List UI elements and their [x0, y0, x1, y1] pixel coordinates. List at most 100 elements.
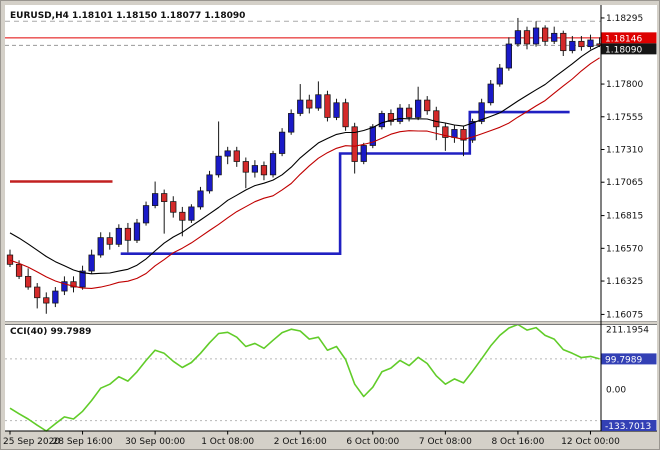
ask-price-badge-bg — [601, 32, 657, 44]
bull-candle — [378, 113, 385, 128]
bull-candle — [551, 32, 558, 42]
bull-candle — [215, 155, 222, 176]
price-axis-label: 1.17555 — [606, 113, 643, 123]
bear-candle — [306, 99, 313, 109]
bear-candle — [387, 113, 395, 122]
price-axis-label: 1.16815 — [606, 212, 643, 222]
bear-candle — [342, 102, 349, 128]
cci-min-badge: -133.7013 — [605, 422, 651, 432]
bear-candle — [324, 94, 331, 118]
bear-candle — [560, 32, 567, 52]
cci-value-badge-bg — [601, 353, 657, 365]
cci-zero-label: 0.00 — [606, 386, 626, 396]
time-axis-label: 1 Oct 08:00 — [201, 437, 254, 447]
panel-separator-band[interactable] — [5, 321, 657, 325]
bull-candle — [88, 254, 95, 272]
bull-candle — [288, 113, 295, 133]
bull-candle — [278, 131, 286, 154]
bull-candle — [197, 190, 204, 208]
bull-candle — [61, 281, 68, 292]
price-axis-label: 1.16325 — [606, 277, 643, 287]
bear-candle — [179, 211, 186, 221]
bull-candle — [451, 129, 458, 138]
bull-candle — [315, 94, 322, 109]
ask-price-badge: 1.18146 — [605, 34, 642, 44]
bull-candle — [115, 227, 122, 245]
bull-candle — [251, 165, 259, 173]
bear-candle — [170, 201, 177, 213]
bull-candle — [297, 99, 304, 114]
bear-candle — [442, 126, 449, 138]
bear-candle — [161, 193, 168, 202]
bear-candle — [424, 99, 431, 112]
bull-candle — [496, 67, 503, 85]
bear-candle — [106, 237, 113, 245]
price-axis-label: 1.17310 — [606, 145, 643, 155]
time-axis-label: 6 Oct 00:00 — [346, 437, 399, 447]
bear-candle — [433, 110, 440, 128]
bear-candle — [43, 297, 50, 304]
ma-black-line — [9, 45, 600, 275]
time-axis-label: 7 Oct 08:00 — [419, 437, 472, 447]
bear-candle — [542, 27, 549, 42]
bull-candle — [569, 40, 576, 52]
bull-candle — [151, 193, 159, 206]
price-axis-label: 1.18295 — [606, 14, 643, 24]
bull-candle — [360, 145, 367, 162]
bear-candle — [242, 161, 249, 173]
cci-max-label: 211.1954 — [606, 326, 649, 336]
bull-candle — [206, 174, 213, 192]
bid-price-badge: 1.18090 — [605, 45, 642, 55]
bull-candle — [487, 83, 494, 104]
price-axis-label: 1.17065 — [606, 178, 643, 188]
bear-candle — [233, 150, 240, 162]
bull-candle — [224, 150, 231, 157]
bear-candle — [523, 30, 531, 45]
bull-candle — [469, 121, 476, 141]
time-scale-background[interactable] — [0, 432, 660, 450]
bull-candle — [79, 270, 86, 288]
bull-candle — [505, 43, 512, 69]
bull-candle — [188, 206, 195, 221]
bull-candle — [514, 30, 522, 45]
price-axis-label: 1.17800 — [606, 80, 643, 90]
bid-price-badge-bg — [601, 43, 657, 55]
bull-candle — [587, 39, 594, 48]
bear-candle — [260, 165, 268, 176]
bull-candle — [369, 126, 376, 146]
bull-candle — [142, 205, 150, 224]
bull-candle — [333, 102, 340, 118]
bull-candle — [133, 222, 141, 241]
time-axis-label: 8 Oct 16:00 — [491, 437, 544, 447]
bull-candle — [415, 99, 422, 118]
bear-candle — [70, 281, 77, 288]
bull-candle — [532, 27, 540, 45]
cci-min-badge-bg — [601, 420, 657, 431]
bull-candle — [97, 237, 104, 256]
bear-candle — [6, 254, 14, 265]
bull-candle — [396, 107, 404, 122]
bear-candle — [124, 227, 132, 241]
bull-candle — [269, 153, 277, 176]
bull-candle — [52, 290, 59, 304]
cci-value-badge: 99.7989 — [605, 355, 642, 365]
bear-candle — [351, 126, 358, 162]
bear-candle — [460, 129, 467, 141]
bear-candle — [34, 286, 41, 299]
time-axis-label: 30 Sep 00:00 — [125, 437, 185, 447]
bull-candle — [478, 102, 485, 122]
plot-background[interactable] — [5, 5, 657, 431]
time-axis-label: 25 Sep 2020 — [3, 437, 60, 447]
time-axis-label: 28 Sep 16:00 — [53, 437, 113, 447]
support-step-line — [120, 110, 570, 255]
time-axis-label: 2 Oct 16:00 — [274, 437, 327, 447]
time-axis-label: 12 Oct 00:00 — [561, 437, 620, 447]
price-axis-label: 1.16075 — [606, 310, 643, 320]
bear-candle — [578, 40, 585, 48]
bear-candle — [15, 263, 23, 277]
bear-candle — [405, 107, 413, 118]
cci-line — [9, 323, 600, 432]
ma-red-line — [9, 57, 600, 289]
bear-candle — [25, 275, 32, 288]
